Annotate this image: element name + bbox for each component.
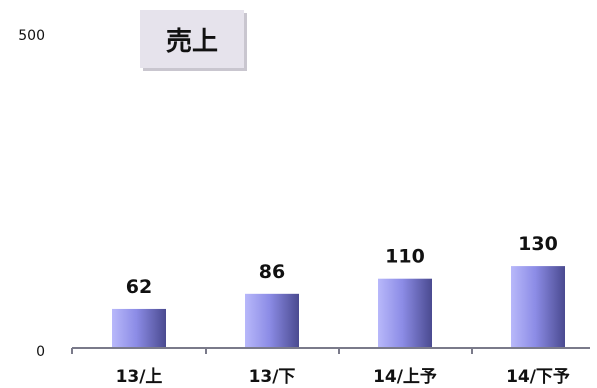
bar [112, 308, 166, 348]
data-label: 86 [259, 261, 285, 283]
category-label: 13/上 [116, 367, 163, 387]
bar [245, 293, 299, 348]
bars-layer [112, 266, 565, 348]
data-label: 130 [518, 233, 558, 255]
data-label: 110 [385, 246, 425, 268]
labels-layer: 62 13/上 86 13/下 110 14/上予 130 14/下予 [116, 233, 570, 387]
category-label: 13/下 [249, 367, 296, 387]
bar [511, 266, 565, 348]
data-label: 62 [126, 276, 152, 298]
category-label: 14/下予 [506, 367, 570, 387]
chart-title: 売上 [140, 10, 244, 68]
y-tick-label-min: 0 [36, 344, 45, 360]
category-label: 14/上予 [373, 367, 437, 387]
bar [378, 278, 432, 348]
x-axis-ticks [71, 348, 473, 354]
y-tick-label-max: 500 [18, 28, 45, 44]
